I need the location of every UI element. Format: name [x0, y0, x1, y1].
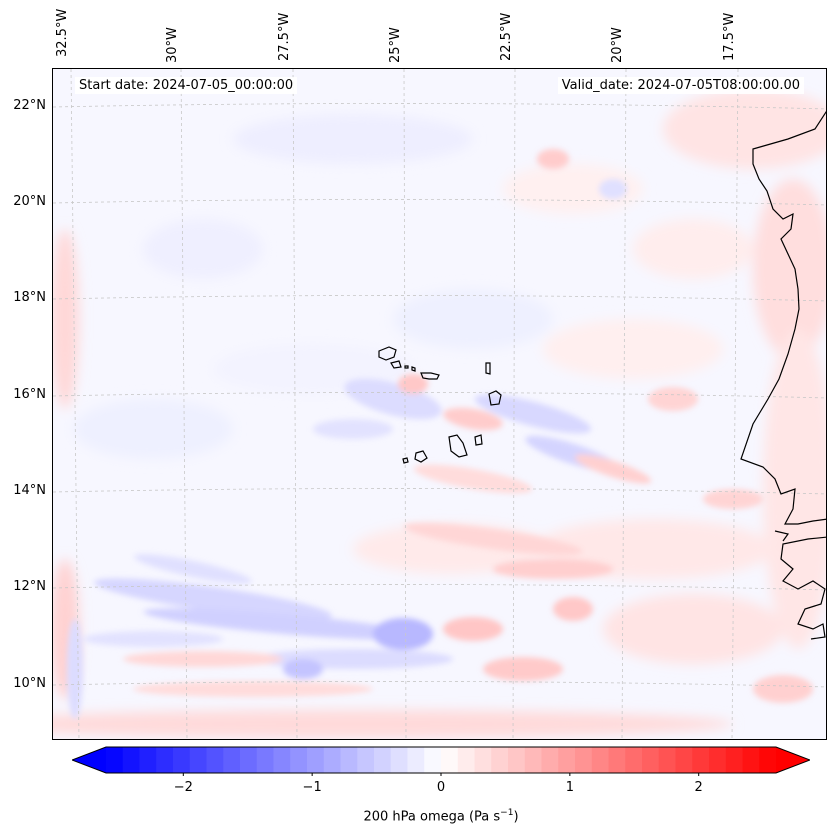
colorbar-level	[307, 747, 325, 773]
lat-label-10n: 10°N	[13, 676, 46, 691]
coastlines	[378, 110, 826, 640]
colorbar-level	[575, 747, 593, 773]
colorbar-level	[340, 747, 358, 773]
colorbar-level	[675, 747, 693, 773]
island-santo-antao	[378, 346, 397, 361]
valid-date-label: Valid_date: 2024-07-05T08:00:00.00	[557, 77, 804, 94]
colorbar-level	[742, 747, 760, 773]
island-boa-vista	[488, 390, 502, 406]
colorbar-level	[541, 747, 559, 773]
island-fogo	[414, 450, 428, 463]
colorbar-outline	[70, 746, 812, 774]
colorbar-label: 200 hPa omega (Pa s−1)	[363, 808, 519, 825]
lon-label-32-5w: 32.5°W	[55, 8, 70, 57]
colorbar-level	[223, 747, 241, 773]
colorbar-level	[725, 747, 744, 773]
lon-label-25w: 25°W	[388, 27, 403, 63]
lat-label-20n: 20°N	[13, 194, 46, 209]
field-medium-features	[67, 149, 813, 719]
west-africa-coastline	[740, 110, 826, 525]
colorbar-level	[273, 747, 291, 773]
colorbar-level	[642, 747, 660, 773]
island-santiago	[448, 434, 468, 458]
colorbar-level	[156, 747, 174, 773]
colorbar-level	[357, 747, 375, 773]
colorbar-level	[491, 747, 509, 773]
colorbar-level	[658, 747, 677, 773]
colorbar-level	[240, 747, 258, 773]
island-maio	[474, 434, 483, 446]
colorbar-level	[290, 747, 308, 773]
colorbar-level	[474, 747, 492, 773]
colorbar-ramp	[70, 746, 812, 777]
colorbar-level	[407, 747, 425, 773]
lat-label-14n: 14°N	[13, 483, 46, 498]
island-brava	[402, 457, 409, 464]
lon-label-20w: 20°W	[610, 27, 625, 63]
lon-label-17-5w: 17.5°W	[722, 12, 737, 61]
colorbar-min-extend-arrow	[72, 747, 106, 773]
colorbar-level	[323, 747, 342, 773]
lat-label-12n: 12°N	[13, 579, 46, 594]
colorbar-level	[759, 747, 777, 773]
colorbar-tick-label: −2	[173, 780, 193, 795]
colorbar-level	[139, 747, 157, 773]
island-sal	[485, 362, 491, 375]
colorbar-level	[709, 747, 727, 773]
colorbar-level	[189, 747, 208, 773]
colorbar-tick-label: 1	[565, 780, 574, 795]
colorbar-level	[424, 747, 442, 773]
start-date-label: Start date: 2024-07-05_00:00:00	[75, 77, 298, 94]
colorbar-level	[591, 747, 610, 773]
lat-label-22n: 22°N	[13, 98, 46, 113]
colorbar-level	[374, 747, 392, 773]
colorbar-tick-label: 2	[694, 780, 703, 795]
lon-label-22-5w: 22.5°W	[499, 12, 514, 61]
colorbar-tick-label: 0	[436, 780, 446, 795]
colorbar-level	[206, 747, 224, 773]
lat-label-18n: 18°N	[13, 290, 46, 305]
colorbar-level	[524, 747, 543, 773]
map-panel: Start date: 2024-07-05_00:00:00 Valid_da…	[52, 68, 827, 740]
lon-label-27-5w: 27.5°W	[277, 12, 292, 61]
lon-label-30w: 30°W	[165, 27, 180, 63]
graticule	[53, 69, 826, 739]
colorbar-level	[122, 747, 141, 773]
colorbar-level	[558, 747, 576, 773]
island-sao-vicente	[390, 360, 402, 369]
colorbar-level	[625, 747, 643, 773]
gambia-guinea-coast	[780, 536, 826, 640]
lat-label-16n: 16°N	[13, 387, 46, 402]
colorbar-level	[457, 747, 476, 773]
omega-field-map	[53, 69, 826, 739]
colorbar-level	[508, 747, 526, 773]
colorbar-level	[173, 747, 191, 773]
colorbar-level	[106, 747, 124, 773]
colorbar-max-extend-arrow	[776, 747, 810, 773]
colorbar-level	[441, 747, 459, 773]
colorbar-level	[608, 747, 626, 773]
island-sao-nicolau	[420, 372, 440, 380]
colorbar-tick-label: −1	[302, 780, 322, 795]
colorbar-level	[390, 747, 409, 773]
colorbar-level	[692, 747, 710, 773]
colorbar	[70, 746, 812, 780]
colorbar-level	[256, 747, 275, 773]
